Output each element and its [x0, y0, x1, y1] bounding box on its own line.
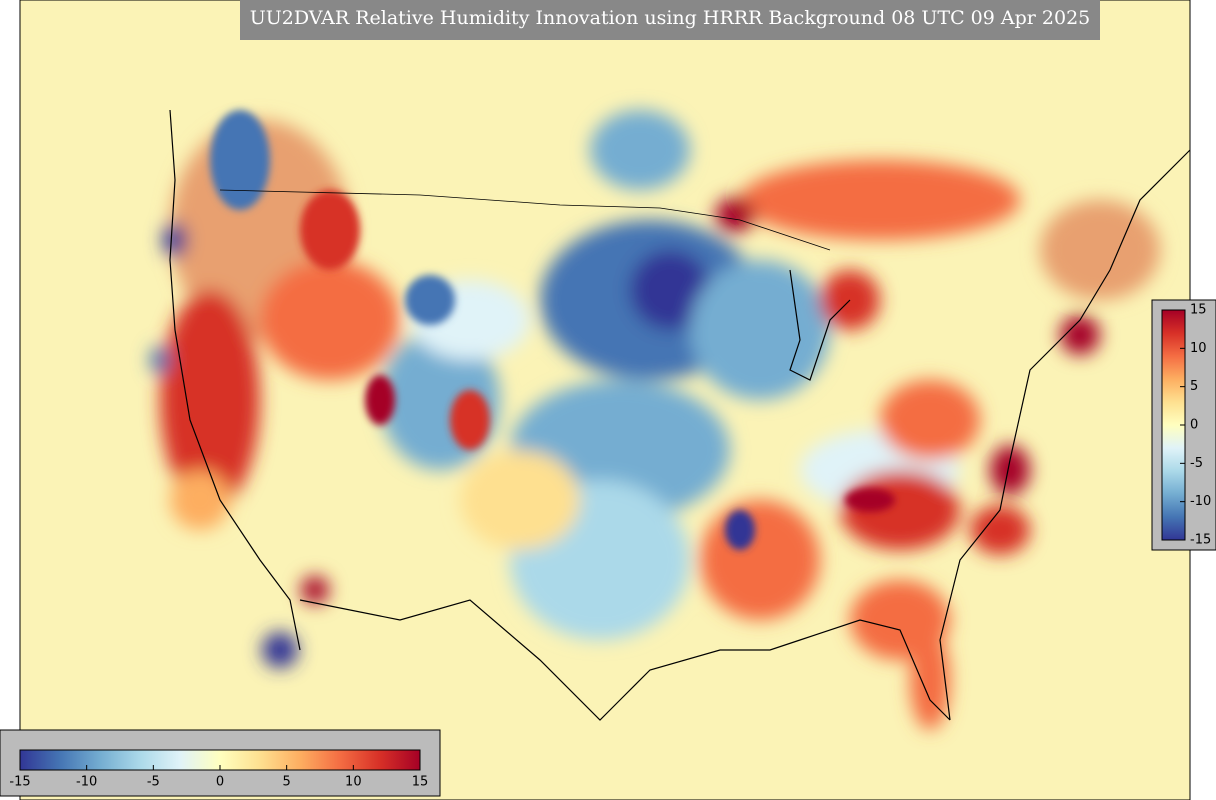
tick-label: 10 [345, 775, 362, 790]
lake-shore [789, 269, 851, 381]
border [219, 189, 831, 251]
tick-label: 15 [1190, 303, 1207, 318]
title-box [240, 0, 1100, 40]
tick-label: -10 [76, 775, 97, 790]
tick-label: 5 [1190, 379, 1198, 394]
tick-label: 0 [1190, 418, 1198, 433]
tick-label: -15 [1190, 533, 1211, 548]
tick-label: -5 [1190, 456, 1203, 471]
boundaries [169, 109, 1191, 721]
tick-label: 5 [283, 775, 291, 790]
coastline [299, 599, 951, 721]
tick-label: -5 [147, 775, 160, 790]
humidity-detail [210, 110, 895, 550]
tick-label: 15 [412, 775, 429, 790]
coastline [169, 109, 301, 651]
map-area [19, 0, 1191, 800]
tick-label: -15 [9, 775, 30, 790]
map-title: UU2DVAR Relative Humidity Innovation usi… [250, 7, 1091, 29]
tick-label: 0 [216, 775, 224, 790]
coastline [939, 149, 1191, 721]
tick-label: -10 [1190, 494, 1211, 509]
tick-label: 10 [1190, 341, 1207, 356]
